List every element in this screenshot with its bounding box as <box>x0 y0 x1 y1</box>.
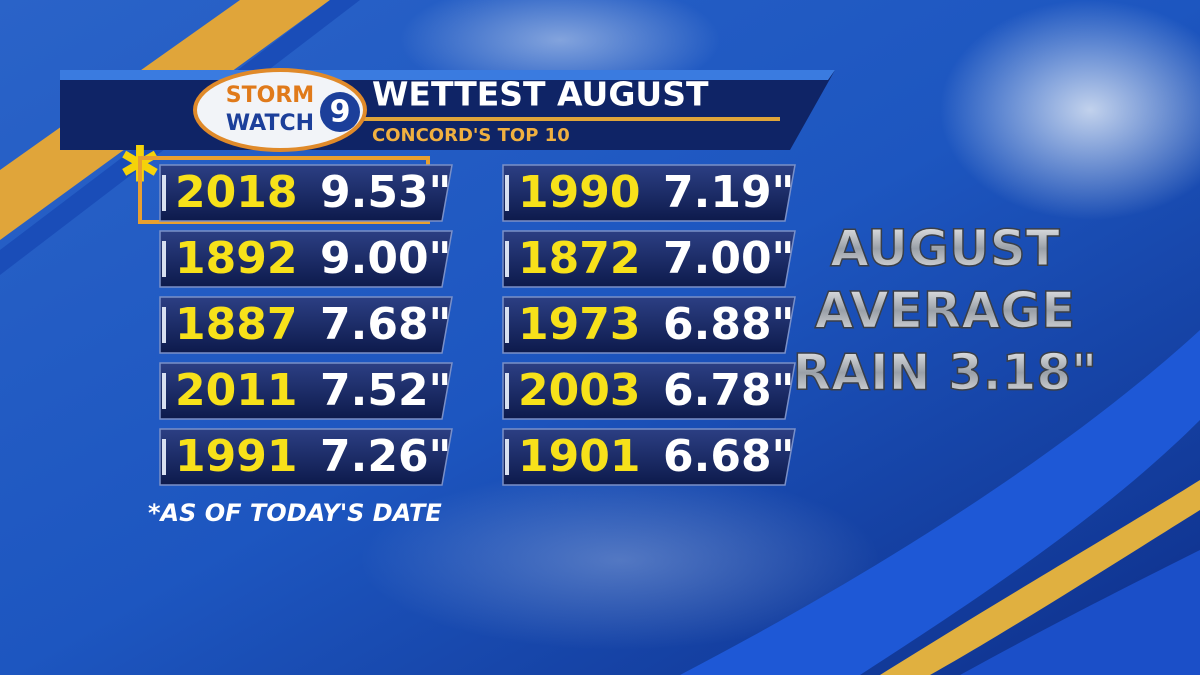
amount: 9.00" <box>320 233 451 284</box>
year: 1991 <box>175 431 297 482</box>
year: 1872 <box>518 233 640 284</box>
amount: 6.78" <box>663 365 794 416</box>
amount: 6.68" <box>663 431 794 482</box>
cloud <box>940 0 1200 220</box>
amount: 9.53" <box>320 167 451 218</box>
row-tab <box>162 307 166 343</box>
header-rule <box>360 117 780 121</box>
row-tab <box>162 373 166 409</box>
year: 2011 <box>175 365 297 416</box>
year: 1887 <box>175 299 297 350</box>
records: 2018 9.53" 1892 9.00" 1887 7.68" 2011 7.52" 1991… <box>138 156 796 486</box>
row-tab <box>505 373 509 409</box>
year: 2018 <box>175 167 297 218</box>
year: 1901 <box>518 431 640 482</box>
row-box <box>502 230 796 288</box>
year: 1973 <box>518 299 640 350</box>
amount: 7.68" <box>320 299 451 350</box>
row-box <box>502 362 796 420</box>
amount: 7.19" <box>663 167 794 218</box>
row-tab <box>162 241 166 277</box>
row-box <box>159 362 453 420</box>
logo-number: 9 <box>330 95 351 130</box>
logo-circle <box>320 92 360 132</box>
row-box <box>159 164 453 222</box>
year: 2003 <box>518 365 640 416</box>
cloud <box>360 470 880 650</box>
row-tab <box>505 175 509 211</box>
row-tab <box>162 439 166 475</box>
amount: 6.88" <box>663 299 794 350</box>
row-box <box>502 428 796 486</box>
row-box <box>159 230 453 288</box>
amount: 7.00" <box>663 233 794 284</box>
footnote: *AS OF TODAY'S DATE <box>148 499 442 527</box>
average-line: AVERAGE <box>815 282 1076 340</box>
swoosh <box>880 480 1200 675</box>
row-box <box>502 164 796 222</box>
logo-bottom: WATCH <box>226 111 314 136</box>
year: 1892 <box>175 233 297 284</box>
average-line: AUGUST <box>830 220 1060 278</box>
row-tab <box>505 307 509 343</box>
title: WETTEST AUGUST <box>372 75 709 114</box>
amount: 7.52" <box>320 365 451 416</box>
amount: 7.26" <box>320 431 451 482</box>
swoosh <box>960 550 1200 675</box>
logo-badge <box>193 68 367 152</box>
row-tab <box>505 241 509 277</box>
average-line: RAIN 3.18" <box>793 344 1097 402</box>
row-box <box>502 296 796 354</box>
year: 1990 <box>518 167 640 218</box>
row-tab <box>505 439 509 475</box>
row-box <box>159 428 453 486</box>
swoosh <box>680 330 1200 675</box>
row-tab <box>162 175 166 211</box>
logo-top: STORM <box>226 83 314 108</box>
subtitle: CONCORD'S TOP 10 <box>372 125 570 146</box>
row-box <box>159 296 453 354</box>
